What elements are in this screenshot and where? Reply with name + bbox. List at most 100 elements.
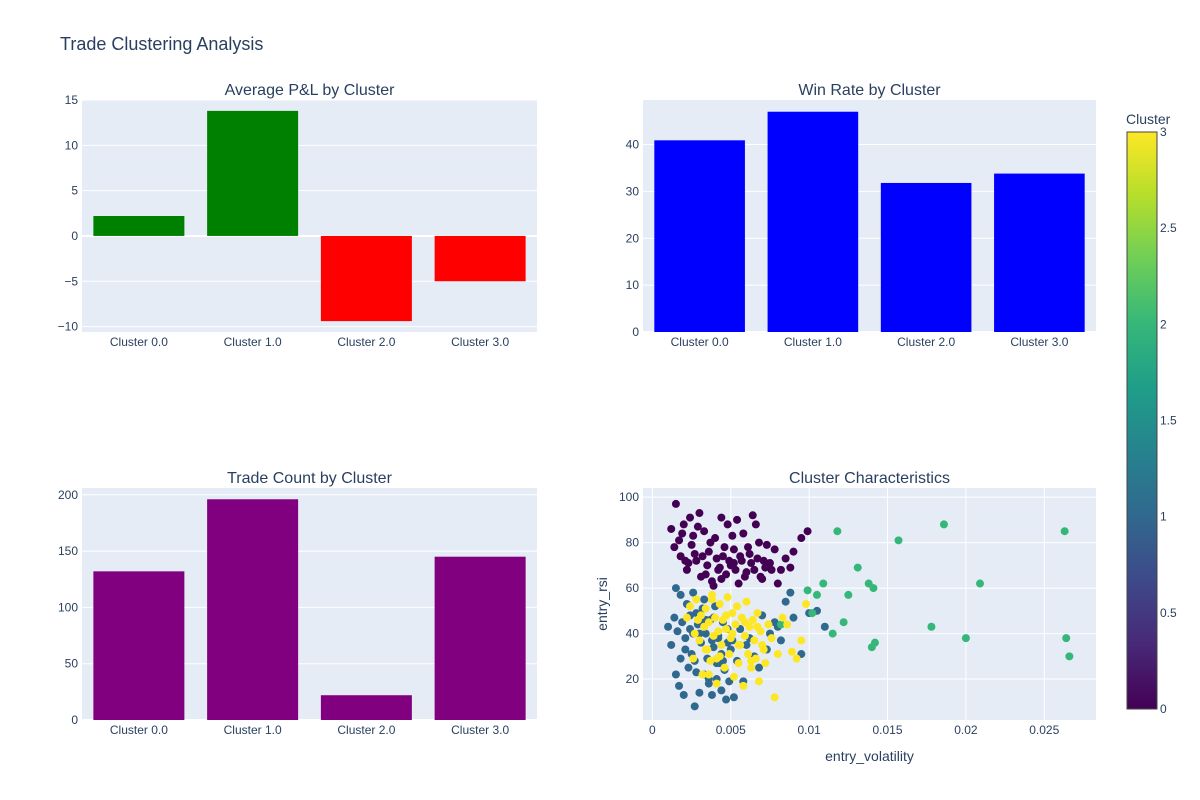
panel-cluster-characteristics: 0 0.005 0.01 0.015 0.02 0.025 20 40 60 80 100 Clust… [594,470,1096,764]
scatter-point [728,531,737,540]
scatter-point [927,622,936,631]
scatter-point [690,629,699,638]
scatter-point [728,629,737,638]
colorbar-gradient [1126,131,1158,710]
scatter-point [682,613,691,622]
scatter-point [701,645,710,654]
scatter-point [747,663,756,672]
bar [207,499,299,720]
scatter-point [722,695,731,704]
bar [880,182,972,332]
bar [767,111,859,333]
ytick-label: 15 [65,93,79,107]
scatter-point [712,679,721,688]
scatter-point [812,590,821,599]
scatter-point [667,640,676,649]
bar [93,571,185,720]
ytick-label: 100 [619,490,639,504]
scatter-point [742,640,751,649]
scatter-point [729,672,738,681]
xtick-label: 0.015 [873,723,903,737]
scatter-point [740,572,749,581]
scatter-point [789,613,798,622]
scatter-point [786,563,795,572]
scatter-point [759,556,768,565]
ytick-label: 100 [58,600,78,614]
colorbar-tick-label: 2.5 [1160,221,1177,235]
xtick-label: 0.01 [797,723,821,737]
scatter-point [853,563,862,572]
scatter-point [803,586,812,595]
scatter-point [712,654,721,663]
ytick-label: 20 [626,231,640,245]
scatter-point [778,613,787,622]
scatter-point [701,604,710,613]
bar [320,235,412,322]
scatter-point [961,634,970,643]
scatter-point [717,686,726,695]
scatter-point [693,615,702,624]
scatter-point [704,670,713,679]
panel-trade-count: 0 50 100 150 200 Cluster 0.0 Cluster 1.0 Cluste… [58,470,537,737]
scatter-point [698,670,707,679]
figure-title: Trade Clustering Analysis [60,34,263,54]
scatter-point [783,620,792,629]
scatter-point [681,634,690,643]
scatter-point [750,565,759,574]
scatter-point [725,650,734,659]
scatter-point [776,620,785,629]
panel-title: Cluster Characteristics [789,470,950,487]
scatter-point [739,529,748,538]
scatter-point [701,629,710,638]
xtick-label: Cluster 2.0 [337,723,395,737]
scatter-point [767,634,776,643]
scatter-point [734,659,743,668]
scatter-point [717,640,726,649]
scatter-point [690,549,699,558]
scatter-point [692,668,701,677]
scatter-point [671,499,680,508]
scatter-point [718,552,727,561]
scatter-point [747,656,756,665]
scatter-point [756,572,765,581]
colorbar-tick-label: 0.5 [1160,606,1177,620]
scatter-point [839,618,848,627]
scatter-point [679,690,688,699]
scatter-point [695,509,704,518]
panel-title: Trade Count by Cluster [227,470,392,487]
scatter-point [695,636,704,645]
scatter-point [673,627,682,636]
scatter-point [808,609,817,618]
scatter-point [728,609,737,618]
scatter-point [787,647,796,656]
scatter-point [695,688,704,697]
scatter-point [748,615,757,624]
scatter-point [773,650,782,659]
colorbar-title: Cluster [1126,111,1171,127]
scatter-point [733,602,742,611]
y-axis-title: entry_rsi [594,577,610,631]
scatter-point [671,670,680,679]
bar [434,235,526,282]
scatter-point [753,622,762,631]
scatter-point [754,538,763,547]
scatter-point [670,543,679,552]
panel-title: Win Rate by Cluster [798,82,941,99]
scatter-point [1065,652,1074,661]
scatter-point [753,554,762,563]
scatter-point [679,520,688,529]
scatter-point [739,681,748,690]
ytick-label: 0 [71,229,78,243]
scatter-point [671,584,680,593]
colorbar-tick-label: 3 [1160,125,1167,139]
scatter-point [745,549,754,558]
scatter-point [751,520,760,529]
bar [434,556,526,720]
scatter-point [701,570,710,579]
scatter-point [803,527,812,536]
scatter-point [750,636,759,645]
scatter-point [731,620,740,629]
scatter-point [894,536,903,545]
ytick-label: 60 [626,581,640,595]
